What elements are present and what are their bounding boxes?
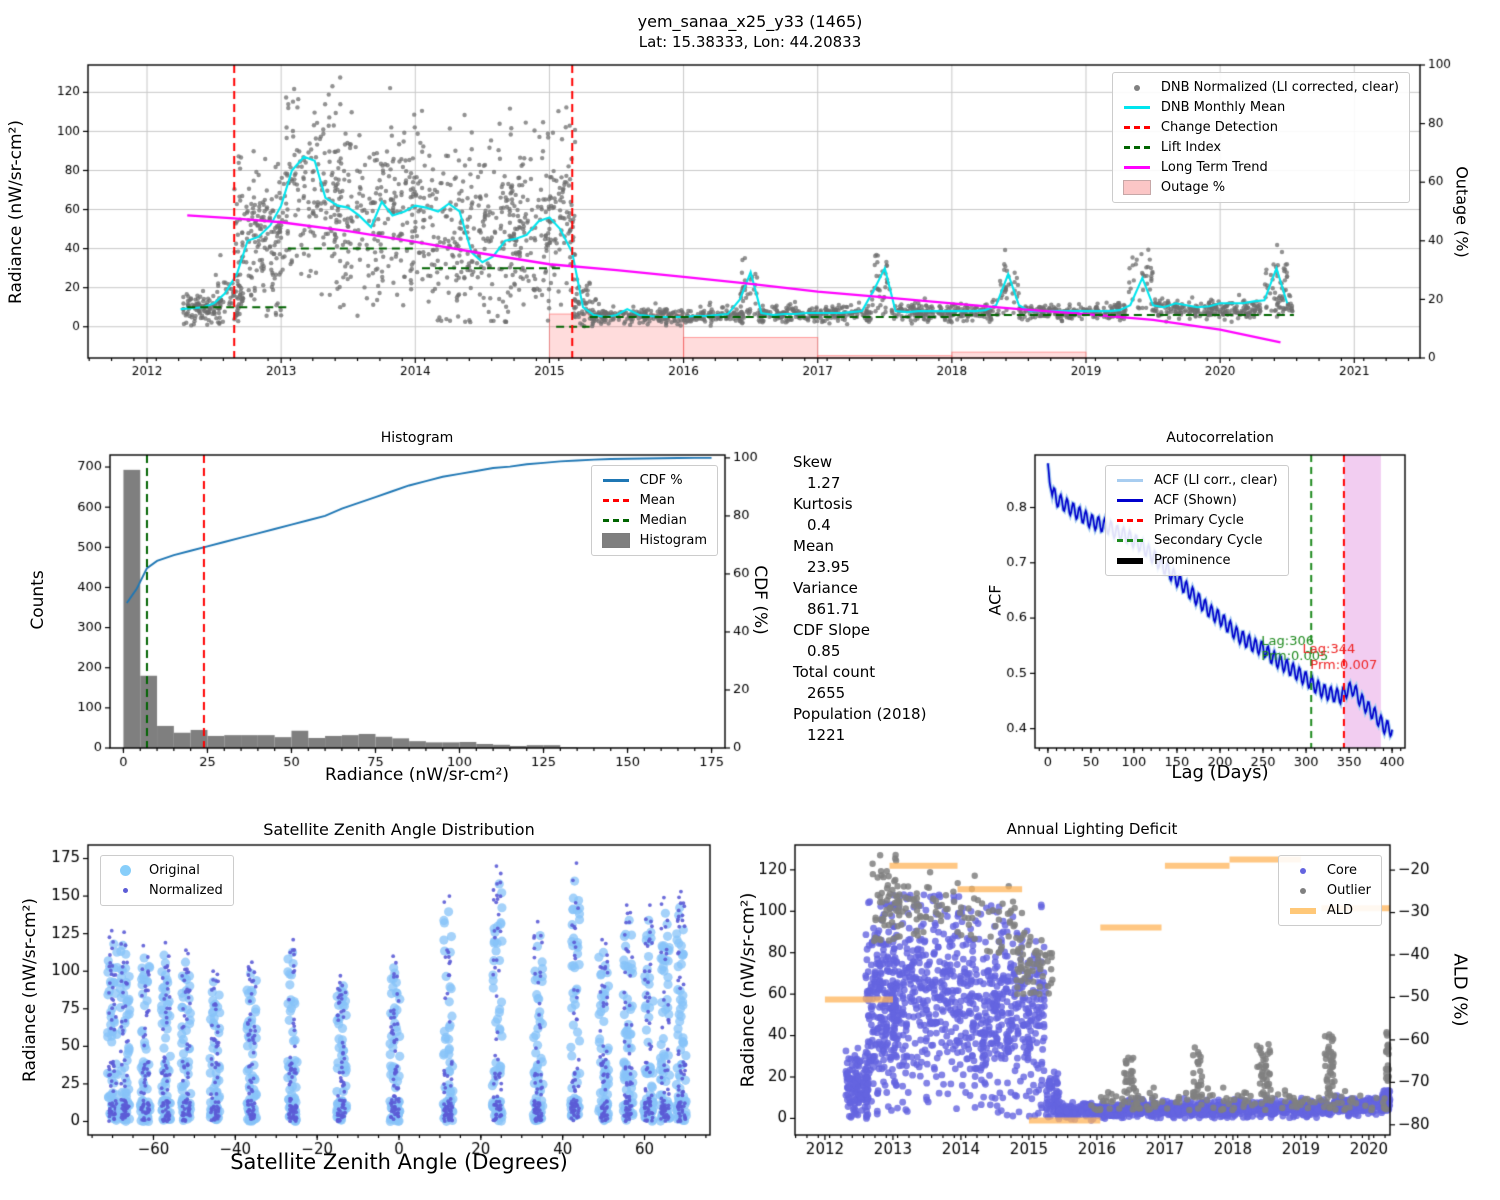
legend-item-histogram-0: CDF %: [602, 473, 707, 488]
histogram-title: Histogram: [380, 430, 454, 446]
dot-swatch-icon: [1289, 867, 1317, 874]
legend-ald: Core Outlier ALD: [1277, 855, 1382, 926]
line-swatch-icon: [602, 479, 630, 482]
legend-item-zenith-0: Original: [111, 863, 223, 878]
legend-item-histogram-3: Histogram: [601, 533, 707, 548]
stat-label-2: Mean: [793, 537, 834, 555]
legend-label: Lift Index: [1160, 140, 1222, 155]
legend-item-acf-0: ACF (LI corr., clear): [1116, 473, 1278, 488]
dot-swatch-icon: [1123, 84, 1151, 91]
legend-label: Primary Cycle: [1154, 513, 1244, 528]
legend-item-timeseries-0: DNB Normalized (LI corrected, clear): [1123, 80, 1399, 95]
legend-item-zenith-1: Normalized: [111, 883, 223, 898]
legend-label: Histogram: [639, 533, 707, 548]
timeseries-ylabel-right: Outage (%): [1452, 166, 1472, 258]
stat-value-1: 0.4: [807, 516, 831, 534]
dash-swatch-icon: [602, 499, 630, 502]
legend-label: CDF %: [639, 473, 683, 488]
timeseries-ylabel: Radiance (nW/sr-cm²): [6, 120, 26, 304]
ald-title: Annual Lighting Deficit: [1006, 820, 1178, 838]
figure-subtitle: Lat: 15.38333, Lon: 44.20833: [638, 33, 862, 51]
legend-item-timeseries-3: Lift Index: [1123, 140, 1399, 155]
legend-label: Secondary Cycle: [1154, 533, 1263, 548]
histogram-xlabel: Radiance (nW/sr-cm²): [325, 765, 509, 785]
legend-item-acf-1: ACF (Shown): [1116, 493, 1278, 508]
dash-swatch-icon: [1123, 146, 1151, 149]
rect-swatch-icon: [601, 533, 630, 548]
acf-title: Autocorrelation: [1166, 430, 1274, 446]
dash-swatch-icon: [1116, 519, 1144, 522]
dot-swatch-icon: [111, 888, 139, 893]
legend-label: ALD: [1326, 903, 1354, 918]
stat-value-6: 1221: [807, 726, 846, 744]
legend-item-timeseries-4: Long Term Trend: [1123, 160, 1399, 175]
stat-label-1: Kurtosis: [793, 495, 853, 513]
legend-item-timeseries-1: DNB Monthly Mean: [1123, 100, 1399, 115]
legend-zenith: Original Normalized: [100, 855, 234, 906]
stat-value-0: 1.27: [807, 474, 841, 492]
legend-label: Mean: [639, 493, 675, 508]
line-swatch-icon: [1123, 106, 1151, 109]
stat-label-3: Variance: [793, 579, 858, 597]
legend-label: ACF (LI corr., clear): [1154, 473, 1278, 488]
stat-label-6: Population (2018): [793, 705, 927, 723]
zenith-xlabel: Satellite Zenith Angle (Degrees): [230, 1150, 568, 1174]
dash-swatch-icon: [602, 519, 630, 522]
figure-title: yem_sanaa_x25_y33 (1465): [637, 12, 863, 31]
legend-label: DNB Monthly Mean: [1160, 100, 1286, 115]
legend-label: Outage %: [1160, 180, 1226, 195]
legend-item-ald-2: ALD: [1289, 903, 1371, 918]
stat-value-3: 861.71: [807, 600, 860, 618]
legend-item-acf-2: Primary Cycle: [1116, 513, 1278, 528]
legend-item-histogram-1: Mean: [602, 493, 707, 508]
legend-label: DNB Normalized (LI corrected, clear): [1160, 80, 1399, 95]
stat-value-2: 23.95: [807, 558, 850, 576]
legend-item-acf-4: Prominence: [1116, 553, 1278, 568]
dash-swatch-icon: [1123, 126, 1151, 129]
legend-histogram: CDF % Mean Median Histogram: [590, 465, 718, 556]
dot-swatch-icon: [111, 865, 139, 876]
rect-swatch-icon: [1122, 180, 1151, 195]
legend-item-ald-0: Core: [1289, 863, 1371, 878]
legend-label: Median: [639, 513, 687, 528]
histogram-ylabel-right: CDF (%): [750, 565, 770, 635]
stat-value-5: 2655: [807, 684, 846, 702]
thick-swatch-icon: [1289, 907, 1317, 914]
legend-item-acf-3: Secondary Cycle: [1116, 533, 1278, 548]
dash-swatch-icon: [1116, 539, 1144, 542]
stat-label-5: Total count: [793, 663, 876, 681]
histogram-ylabel: Counts: [28, 570, 48, 630]
stat-label-0: Skew: [793, 453, 833, 471]
zenith-title: Satellite Zenith Angle Distribution: [263, 820, 535, 839]
ald-ylabel: Radiance (nW/sr-cm²): [737, 892, 759, 1088]
zenith-ylabel: Radiance (nW/sr-cm²): [20, 898, 40, 1082]
legend-label: Core: [1326, 863, 1357, 878]
legend-item-timeseries-2: Change Detection: [1123, 120, 1399, 135]
acf-xlabel: Lag (Days): [1171, 762, 1269, 783]
line-swatch-icon: [1116, 499, 1144, 502]
legend-item-ald-1: Outlier: [1289, 883, 1371, 898]
legend-label: Long Term Trend: [1160, 160, 1268, 175]
line-swatch-icon: [1116, 479, 1144, 482]
legend-acf: ACF (LI corr., clear) ACF (Shown) Primary …: [1105, 465, 1289, 576]
legend-label: Prominence: [1154, 553, 1231, 568]
dot-swatch-icon: [1289, 887, 1317, 894]
stats-panel: Skew 1.27 Kurtosis 0.4 Mean 23.95 Variance 861.…: [793, 452, 926, 746]
legend-label: ACF (Shown): [1154, 493, 1237, 508]
legend-timeseries: DNB Normalized (LI corrected, clear) DNB …: [1111, 72, 1410, 203]
legend-item-histogram-2: Median: [602, 513, 707, 528]
legend-label: Outlier: [1326, 883, 1371, 898]
legend-item-timeseries-5: Outage %: [1122, 180, 1399, 195]
stat-label-4: CDF Slope: [793, 621, 871, 639]
thick-swatch-icon: [1116, 557, 1144, 564]
ald-canvas: [760, 815, 1500, 1200]
legend-label: Original: [149, 863, 200, 878]
legend-label: Change Detection: [1160, 120, 1278, 135]
line-swatch-icon: [1123, 166, 1151, 169]
ald-ylabel-right: ALD (%): [1449, 953, 1471, 1027]
acf-ylabel: ACF: [985, 584, 1005, 616]
legend-label: Normalized: [149, 883, 223, 898]
stat-value-4: 0.85: [807, 642, 841, 660]
